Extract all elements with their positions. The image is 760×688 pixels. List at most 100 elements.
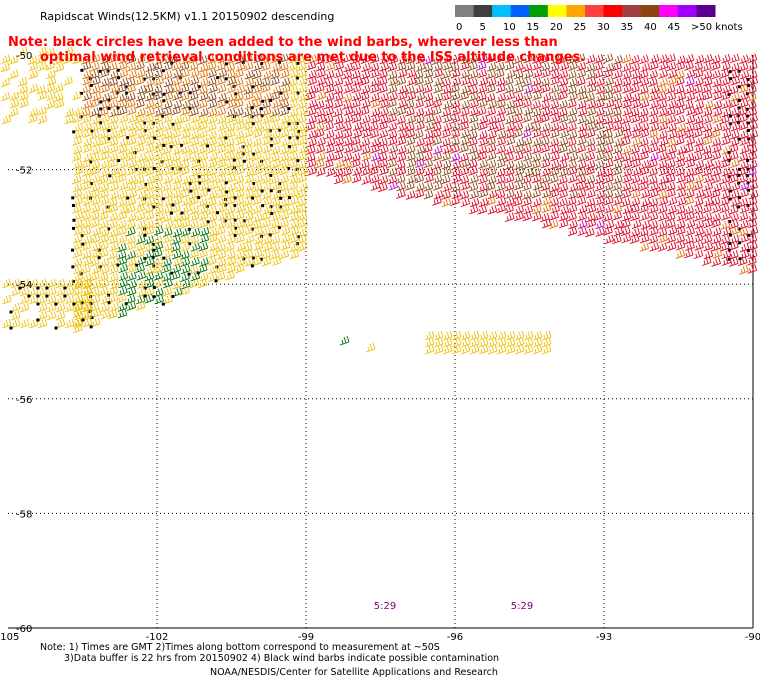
wind-barb <box>414 188 425 199</box>
wind-barb <box>73 302 84 313</box>
wind-barb <box>441 190 451 200</box>
wind-barb <box>469 151 480 161</box>
contamination-marker <box>72 302 76 306</box>
wind-barb <box>613 174 623 185</box>
wind-barb <box>261 218 271 229</box>
wind-barb <box>298 227 308 238</box>
contamination-marker <box>36 294 40 298</box>
wind-barb <box>297 128 307 139</box>
wind-barb <box>422 143 433 154</box>
wind-barb <box>656 143 667 154</box>
wind-barb <box>442 337 453 348</box>
wind-barb <box>136 287 147 298</box>
wind-barb <box>8 107 19 118</box>
wind-barb <box>125 98 136 109</box>
wind-barb <box>738 197 749 208</box>
wind-barb <box>234 165 245 176</box>
wind-barb <box>217 92 227 103</box>
legend-label: 5 <box>480 22 486 33</box>
wind-barb <box>379 62 390 72</box>
wind-barb <box>405 166 416 177</box>
wind-barb <box>594 121 605 132</box>
wind-barb <box>658 130 668 140</box>
wind-barb <box>612 204 623 214</box>
wind-barb <box>441 159 452 170</box>
wind-barb <box>189 106 199 117</box>
wind-barb <box>739 233 749 244</box>
wind-barb <box>620 226 631 236</box>
contamination-marker <box>251 85 255 89</box>
wind-barb <box>532 83 542 94</box>
contamination-marker <box>746 128 750 132</box>
wind-barb <box>558 197 568 208</box>
wind-barb <box>217 68 228 79</box>
contamination-marker <box>728 241 732 245</box>
wind-barb <box>198 211 209 221</box>
wind-barb <box>730 62 740 73</box>
wind-barb <box>639 85 649 95</box>
wind-barb <box>460 84 471 95</box>
wind-barb <box>594 115 605 125</box>
wind-barb <box>693 204 703 215</box>
wind-barb <box>217 167 227 177</box>
contamination-marker <box>143 294 147 298</box>
wind-barb <box>207 205 218 215</box>
contamination-marker <box>152 205 156 209</box>
wind-barb <box>90 211 100 221</box>
wind-barb <box>370 98 381 108</box>
wind-barb <box>694 173 704 184</box>
wind-barb <box>496 98 506 109</box>
wind-barb <box>585 151 596 162</box>
wind-barb <box>153 69 163 80</box>
wind-barb <box>720 220 731 230</box>
contamination-marker <box>288 145 292 149</box>
wind-barb <box>541 203 552 214</box>
wind-barb <box>199 173 209 184</box>
wind-barb <box>711 257 721 267</box>
wind-barb <box>82 286 93 297</box>
wind-barb <box>424 55 434 65</box>
wind-barb <box>235 249 246 260</box>
wind-barb <box>108 99 119 109</box>
wind-barb <box>189 234 200 245</box>
wind-barb <box>91 226 102 237</box>
contamination-marker <box>259 107 263 111</box>
wind-barb <box>90 160 101 170</box>
wind-barb <box>296 188 307 199</box>
wind-barb <box>523 167 534 178</box>
wind-barb <box>144 181 154 192</box>
wind-barb <box>748 129 759 140</box>
wind-barb <box>414 173 425 184</box>
wind-barb <box>721 256 732 266</box>
contamination-marker <box>144 182 148 186</box>
wind-barb <box>298 218 308 229</box>
contamination-marker <box>79 91 83 95</box>
wind-barb <box>477 151 488 161</box>
wind-barb <box>270 145 281 155</box>
wind-barb <box>450 182 461 193</box>
wind-barb <box>603 181 614 192</box>
wind-barb <box>316 114 327 124</box>
wind-barb <box>523 84 534 94</box>
wind-barb <box>665 212 676 222</box>
wind-barb <box>640 220 651 230</box>
wind-barb <box>252 151 262 162</box>
wind-barb <box>207 173 217 184</box>
wind-barb <box>532 114 542 124</box>
wind-barb <box>198 121 208 131</box>
wind-barb <box>53 83 64 93</box>
wind-barb <box>171 235 182 245</box>
wind-barb <box>577 152 588 162</box>
wind-barb <box>100 92 111 103</box>
wind-barb <box>243 204 253 215</box>
wind-barb <box>540 54 550 64</box>
wind-barb <box>568 182 579 193</box>
wind-barb <box>135 248 145 259</box>
wind-barb <box>658 61 669 71</box>
wind-barb <box>63 76 73 86</box>
contamination-marker <box>295 136 299 140</box>
wind-barb <box>55 318 66 329</box>
contamination-marker <box>737 227 741 231</box>
contamination-marker <box>225 100 229 104</box>
wind-barb <box>235 84 246 95</box>
